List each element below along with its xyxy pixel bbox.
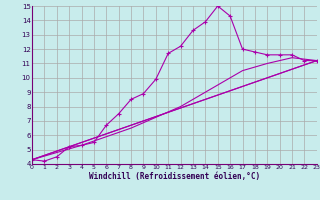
X-axis label: Windchill (Refroidissement éolien,°C): Windchill (Refroidissement éolien,°C): [89, 172, 260, 181]
